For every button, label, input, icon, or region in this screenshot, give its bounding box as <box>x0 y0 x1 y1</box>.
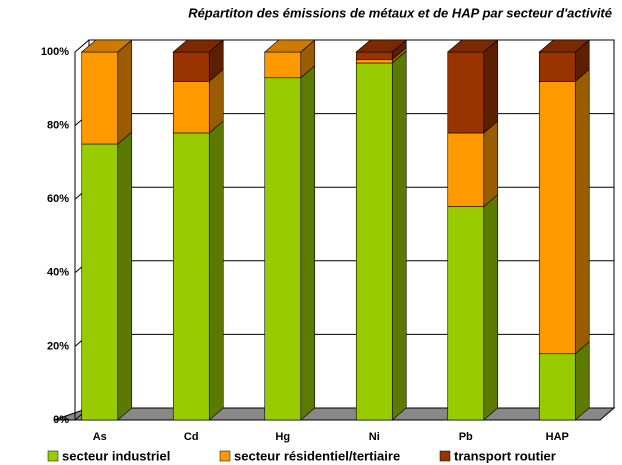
bar-top <box>538 39 591 53</box>
legend-swatch <box>219 450 231 462</box>
bar-side <box>574 68 590 355</box>
bar-top <box>355 39 408 53</box>
bar-side <box>483 193 499 421</box>
bar-side <box>300 65 316 421</box>
bar-segment <box>172 132 210 421</box>
bar-side <box>208 120 224 421</box>
x-tick-label: Pb <box>459 431 473 443</box>
legend-label: transport routier <box>454 448 556 463</box>
bar-segment <box>172 51 210 82</box>
bar-segment <box>172 81 210 134</box>
bar-side <box>117 131 133 421</box>
bar-segment <box>264 77 302 421</box>
bar-segment <box>81 143 119 421</box>
bar-segment <box>355 51 393 60</box>
bar-segment <box>355 62 393 421</box>
floor <box>53 407 616 421</box>
bar-side <box>391 50 407 421</box>
chart-title: Répartiton des émissions de métaux et de… <box>188 5 612 20</box>
x-tick-label: As <box>93 431 107 443</box>
bar-side <box>483 120 499 208</box>
bar-segment <box>538 81 576 355</box>
bar-side <box>483 39 499 134</box>
bar-top <box>80 39 133 53</box>
x-tick-label: Cd <box>184 431 199 443</box>
y-tick-label: 100% <box>41 46 69 58</box>
x-tick-label: Ni <box>369 431 380 443</box>
legend-label: secteur résidentiel/tertiaire <box>234 448 400 463</box>
x-tick-label: Hg <box>275 431 290 443</box>
legend-label: secteur industriel <box>62 448 170 463</box>
bar-side <box>117 39 133 145</box>
legend-swatch <box>47 450 59 462</box>
bar-top <box>172 39 225 53</box>
bar-segment <box>538 51 576 82</box>
y-tick-label: 0% <box>53 414 69 426</box>
bar-segment <box>264 51 302 79</box>
bar-segment <box>355 59 393 64</box>
y-tick-label: 80% <box>47 120 69 132</box>
back-wall <box>88 39 615 409</box>
y-tick-label: 60% <box>47 193 69 205</box>
y-tick-label: 40% <box>47 267 69 279</box>
bar-top <box>446 39 499 53</box>
bar-top <box>263 39 316 53</box>
bar-segment <box>447 206 485 421</box>
grid-line <box>74 39 614 53</box>
bar-segment <box>447 132 485 207</box>
x-tick-label: HAP <box>546 431 569 443</box>
bar-segment <box>447 51 485 134</box>
bar-side <box>574 341 590 421</box>
bar-segment <box>81 51 119 145</box>
legend-swatch <box>439 450 451 462</box>
bar-segment <box>538 353 576 421</box>
y-tick-label: 20% <box>47 340 69 352</box>
